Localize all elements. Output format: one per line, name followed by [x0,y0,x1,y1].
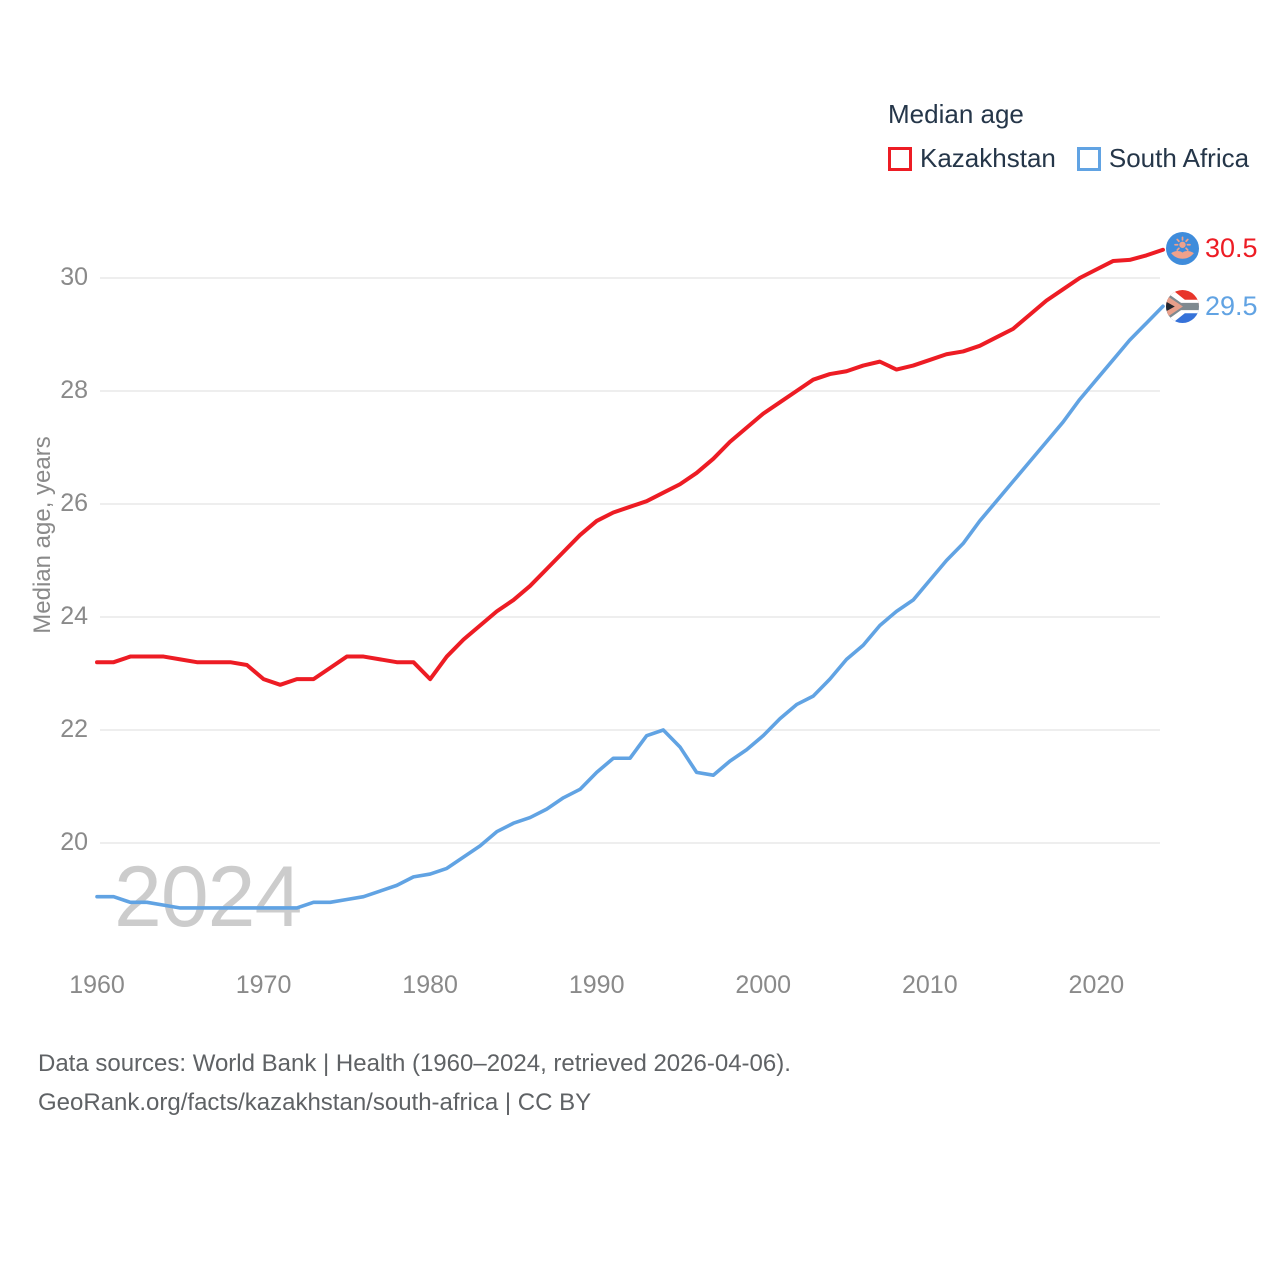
x-tick-label: 2000 [735,971,792,999]
y-tick-label: 26 [60,489,88,517]
y-tick-label: 28 [60,376,88,404]
x-tick-label: 1960 [69,971,125,999]
chart-legend: Median age Kazakhstan South Africa [888,99,1249,174]
kazakhstan-end-value: 30.5 [1205,233,1258,263]
x-tick-label: 1970 [235,971,292,999]
x-tick-label: 1980 [402,971,458,999]
x-tick-label: 2010 [901,971,958,999]
y-tick-label: 20 [60,828,88,856]
watermark-year: 2024 [114,849,302,945]
data-sources-line: Data sources: World Bank | Health (1960–… [38,1050,791,1077]
south-africa-end-label: 29.5 [1166,290,1258,323]
y-tick-label: 30 [60,263,88,291]
kazakhstan-end-label: 30.5 [1166,232,1258,265]
legend-items: Kazakhstan South Africa [888,143,1249,174]
legend-title: Median age [888,99,1024,129]
georank-url-line: GeoRank.org/facts/kazakhstan/south-afric… [38,1089,592,1116]
south-africa-legend-swatch [1076,146,1101,171]
kazakhstan-legend-label: Kazakhstan [920,143,1056,173]
south-africa-line [95,304,1165,910]
y-tick-label: 24 [60,602,88,630]
south-africa-flag-icon [1166,290,1199,323]
x-tick-label: 2020 [1068,971,1125,999]
x-tick-label: 1990 [568,971,625,999]
south-africa-legend-label: South Africa [1108,143,1250,173]
kazakhstan-flag-icon [1166,232,1199,265]
kazakhstan-legend-swatch [888,146,912,171]
y-tick-label: 22 [60,715,88,743]
south-africa-end-value: 29.5 [1205,291,1258,321]
source-attribution: Data sources: World Bank | Health (1960–… [38,1044,791,1122]
kazakhstan-line [95,247,1165,687]
